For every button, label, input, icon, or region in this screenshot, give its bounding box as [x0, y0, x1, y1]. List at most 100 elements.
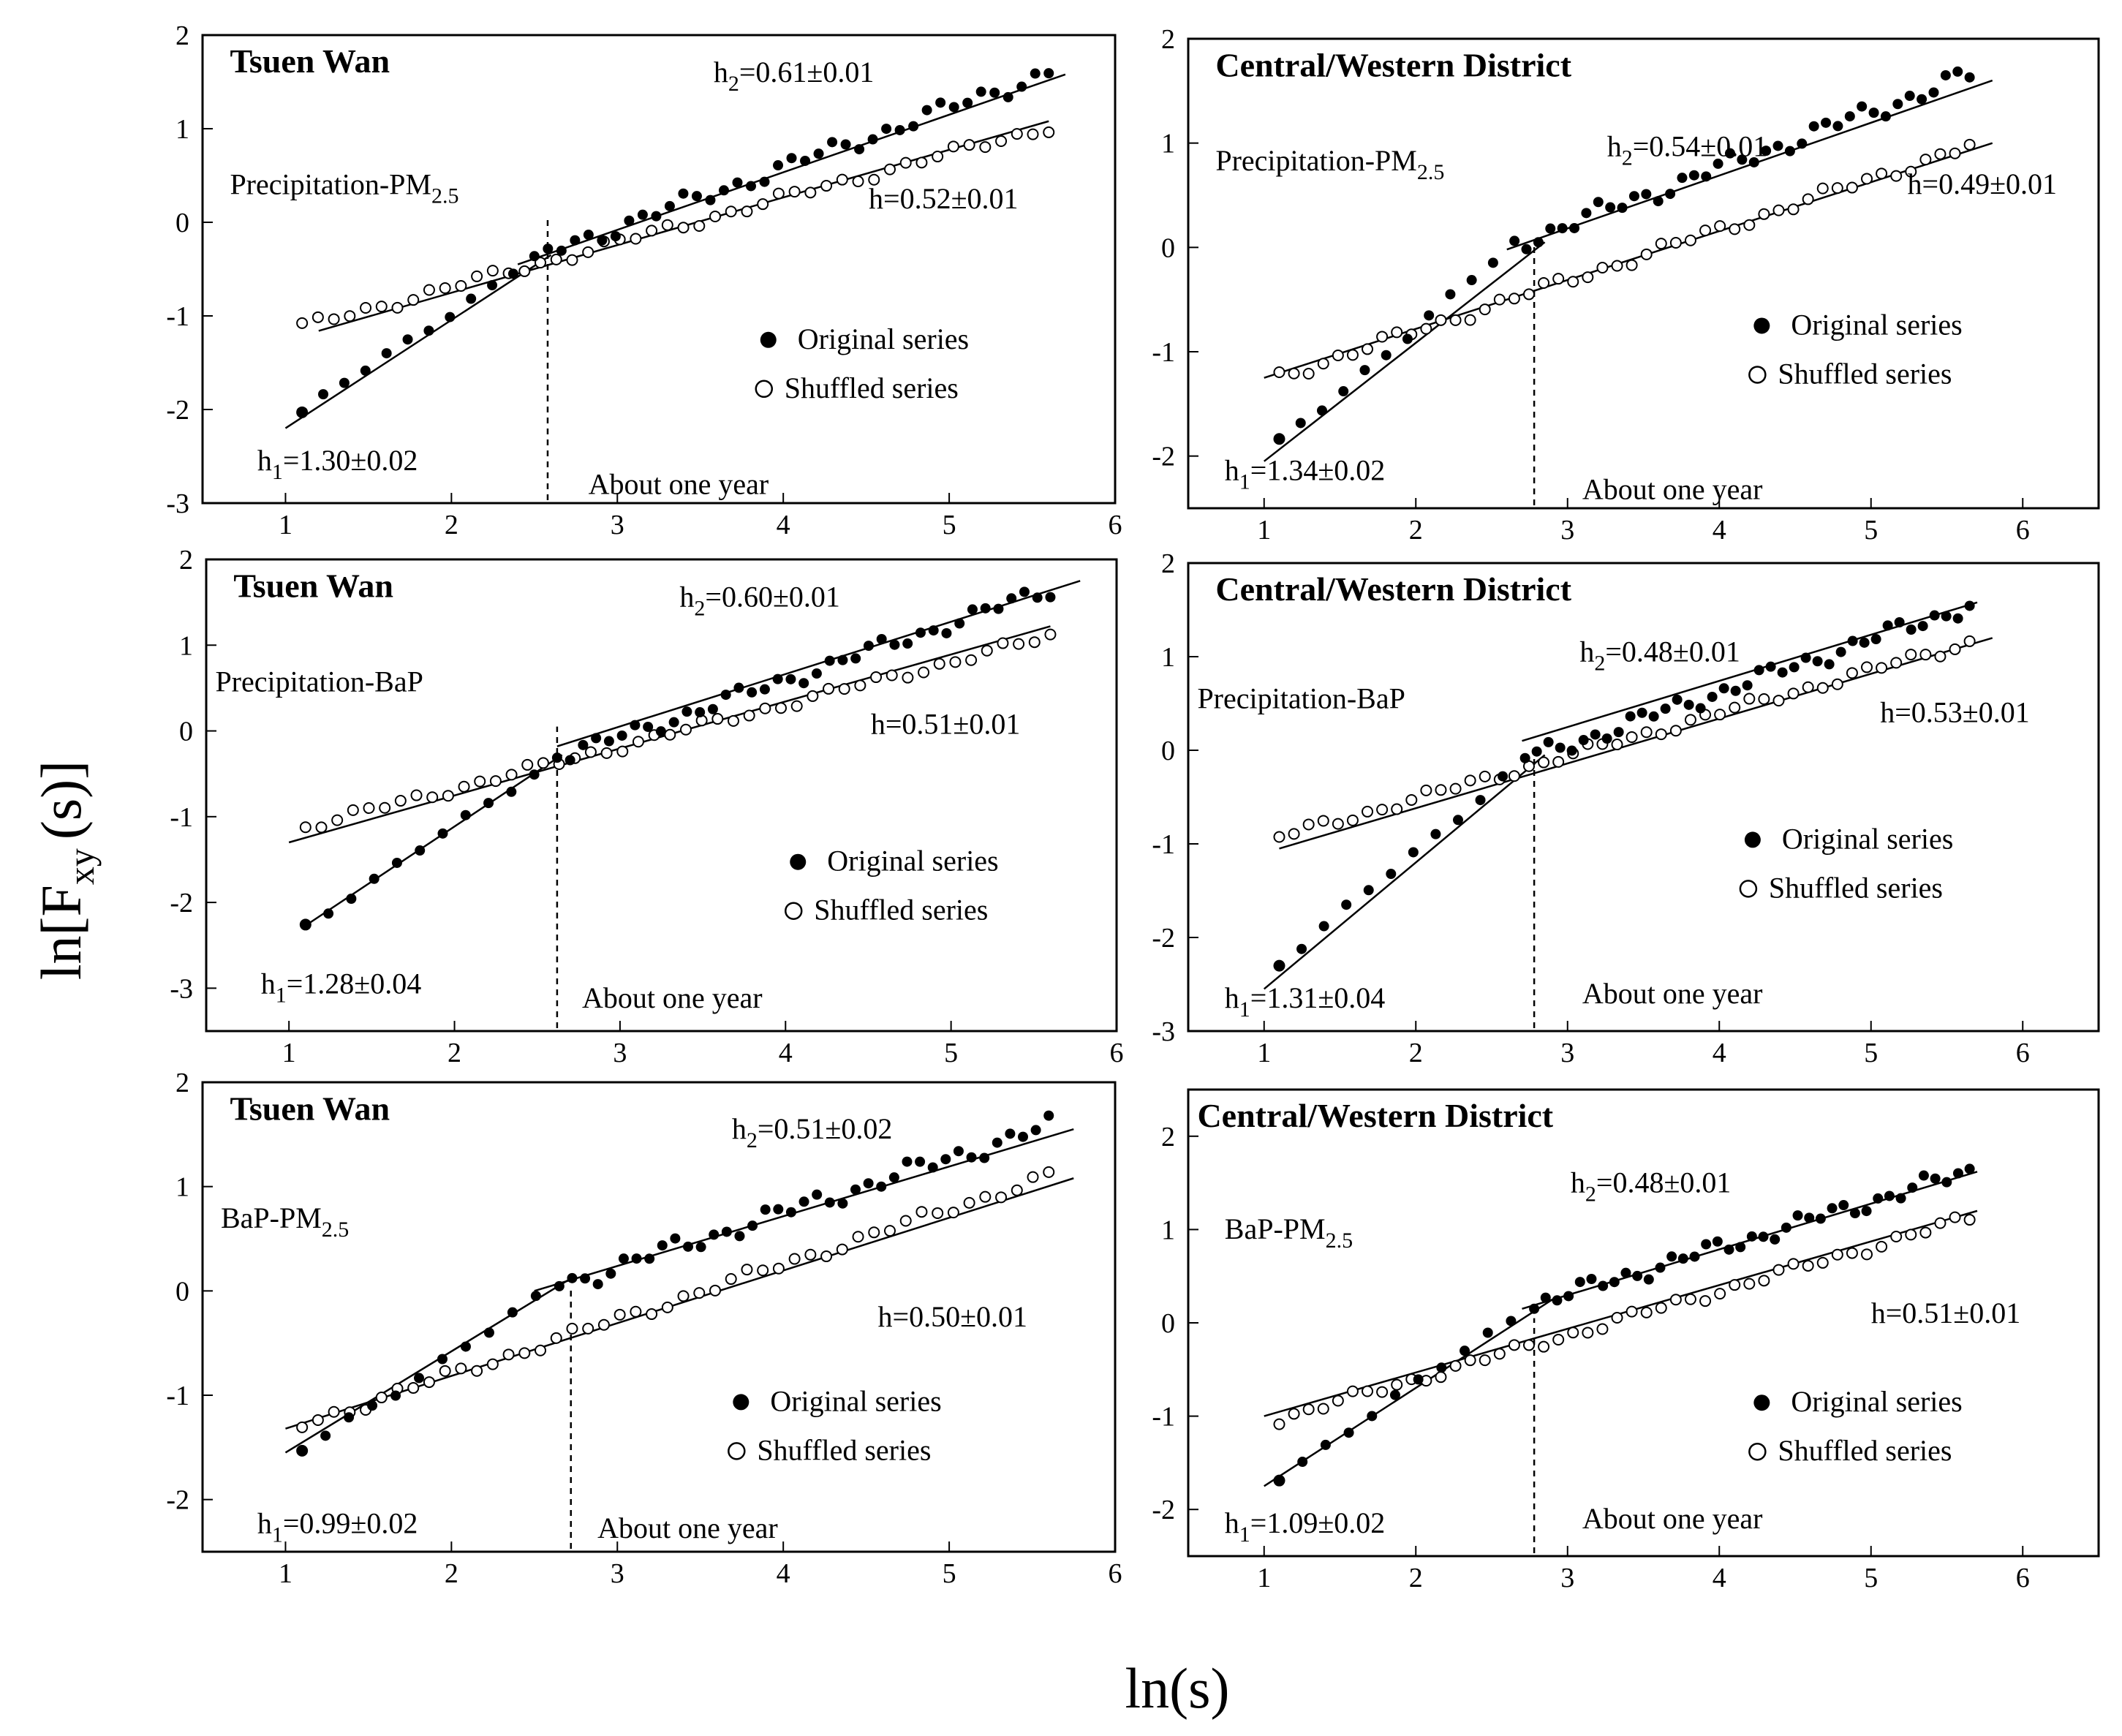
shuffled-point — [775, 702, 788, 714]
original-point — [423, 325, 434, 336]
original-point — [1030, 68, 1041, 79]
shuffled-point — [1861, 173, 1873, 185]
shuffled-point — [1905, 649, 1917, 661]
original-point — [506, 786, 517, 797]
shuffled-point — [1420, 322, 1432, 335]
shuffled-point — [1332, 1395, 1344, 1407]
h2-label: h2=0.48±0.01 — [1571, 1166, 1732, 1206]
panel-subtitle-main: Precipitation-BaP — [215, 665, 423, 698]
original-point — [935, 97, 946, 108]
x-tick-label: 6 — [2016, 1563, 2030, 1593]
original-point — [299, 918, 311, 931]
original-point — [1718, 683, 1729, 694]
y-tick-label: 0 — [175, 208, 189, 238]
shuffled-point — [1464, 774, 1476, 787]
legend-shuffled-label: Shuffled series — [1778, 1434, 1952, 1467]
original-point — [1797, 138, 1808, 149]
original-point — [734, 1231, 745, 1242]
original-point — [466, 293, 477, 304]
original-point — [437, 828, 448, 839]
shuffled-point — [363, 802, 375, 815]
original-point — [1748, 156, 1759, 167]
shuffled-point — [1508, 293, 1520, 305]
h2-label-main: h — [1579, 635, 1594, 668]
original-point — [1753, 665, 1764, 676]
original-point — [1804, 1212, 1815, 1223]
x-tick-label: 6 — [1109, 510, 1122, 540]
legend-shuffled-marker — [1739, 880, 1758, 898]
original-point — [1032, 592, 1043, 603]
y-tick-label: 0 — [175, 1276, 189, 1307]
original-point — [850, 1184, 861, 1195]
shuffled-point — [979, 141, 992, 154]
original-point — [1643, 1274, 1654, 1285]
original-point — [827, 137, 838, 148]
h1-label-sub: 1 — [1239, 997, 1250, 1022]
x-tick-label: 1 — [282, 1038, 296, 1068]
shuffled-point — [1684, 234, 1696, 246]
original-point — [894, 124, 905, 135]
y-tick-label: -3 — [170, 973, 193, 1004]
shuffled-point — [1273, 831, 1285, 843]
h1-label: h1=1.28±0.04 — [261, 967, 422, 1007]
original-point — [1016, 81, 1027, 92]
original-point — [1895, 1193, 1906, 1204]
shuffled-point — [1626, 1305, 1638, 1318]
original-point — [863, 1178, 874, 1189]
shuffled-point — [584, 746, 597, 758]
original-point — [854, 144, 865, 155]
original-point — [1381, 350, 1392, 361]
shuffled-point — [1787, 203, 1800, 216]
shuffled-point — [947, 1207, 959, 1219]
shuffled-point — [1435, 1371, 1447, 1384]
shuffled-point — [915, 156, 928, 169]
y-tick-label: -2 — [170, 888, 193, 918]
original-point — [1389, 1389, 1400, 1400]
original-point — [1824, 659, 1835, 670]
original-point — [1628, 191, 1639, 202]
legend-original-marker — [760, 331, 777, 348]
shuffled-point — [1376, 1386, 1389, 1398]
shuffled-point — [1729, 701, 1741, 714]
original-point — [948, 102, 959, 113]
shuffled-point — [804, 186, 817, 199]
original-point — [1590, 729, 1601, 740]
shuffled-point — [486, 265, 499, 277]
shuffled-point — [1905, 1229, 1917, 1241]
y-tick-label: -1 — [166, 1381, 189, 1411]
h2-label-sub: 2 — [1622, 146, 1633, 170]
x-tick-label: 4 — [1713, 515, 1726, 546]
shuffled-point — [455, 1362, 467, 1375]
x-tick-label: 2 — [445, 1558, 458, 1589]
crossover-label: About one year — [589, 468, 769, 501]
original-point — [837, 1198, 848, 1209]
original-point — [1677, 1253, 1688, 1264]
shuffled-point — [902, 671, 914, 684]
original-point — [1578, 735, 1589, 746]
shuffled-point — [1522, 288, 1535, 301]
original-point — [610, 231, 621, 242]
original-point — [367, 1400, 378, 1411]
original-point — [1781, 1222, 1791, 1233]
legend-original-label: Original series — [798, 322, 969, 355]
shuffled-point — [1919, 1226, 1932, 1239]
original-point — [1605, 202, 1616, 213]
shuffled-point — [1669, 237, 1682, 249]
panel-title: Tsuen Wan — [230, 42, 390, 80]
shuffled-point — [807, 690, 819, 702]
panel-3: 1 2 3 4 5 6 2 1 0 -1 -2 -3 Tsuen Wan Precipitation-Ba… — [170, 545, 1123, 1068]
y-tick-label: -2 — [1152, 923, 1175, 954]
original-point — [1487, 257, 1498, 268]
x-tick-label: 5 — [943, 510, 956, 540]
original-point — [1884, 1190, 1895, 1201]
original-point — [785, 673, 796, 684]
shuffled-point — [1949, 643, 1961, 655]
original-point — [551, 752, 562, 763]
original-point — [1907, 1182, 1918, 1193]
shuffled-point — [1963, 138, 1976, 151]
shuffled-point — [852, 176, 864, 188]
shuffled-point — [1508, 770, 1520, 782]
shuffled-point — [1772, 695, 1785, 707]
y-tick-label: 1 — [1161, 1215, 1175, 1245]
shuffled-point — [1464, 1354, 1476, 1367]
